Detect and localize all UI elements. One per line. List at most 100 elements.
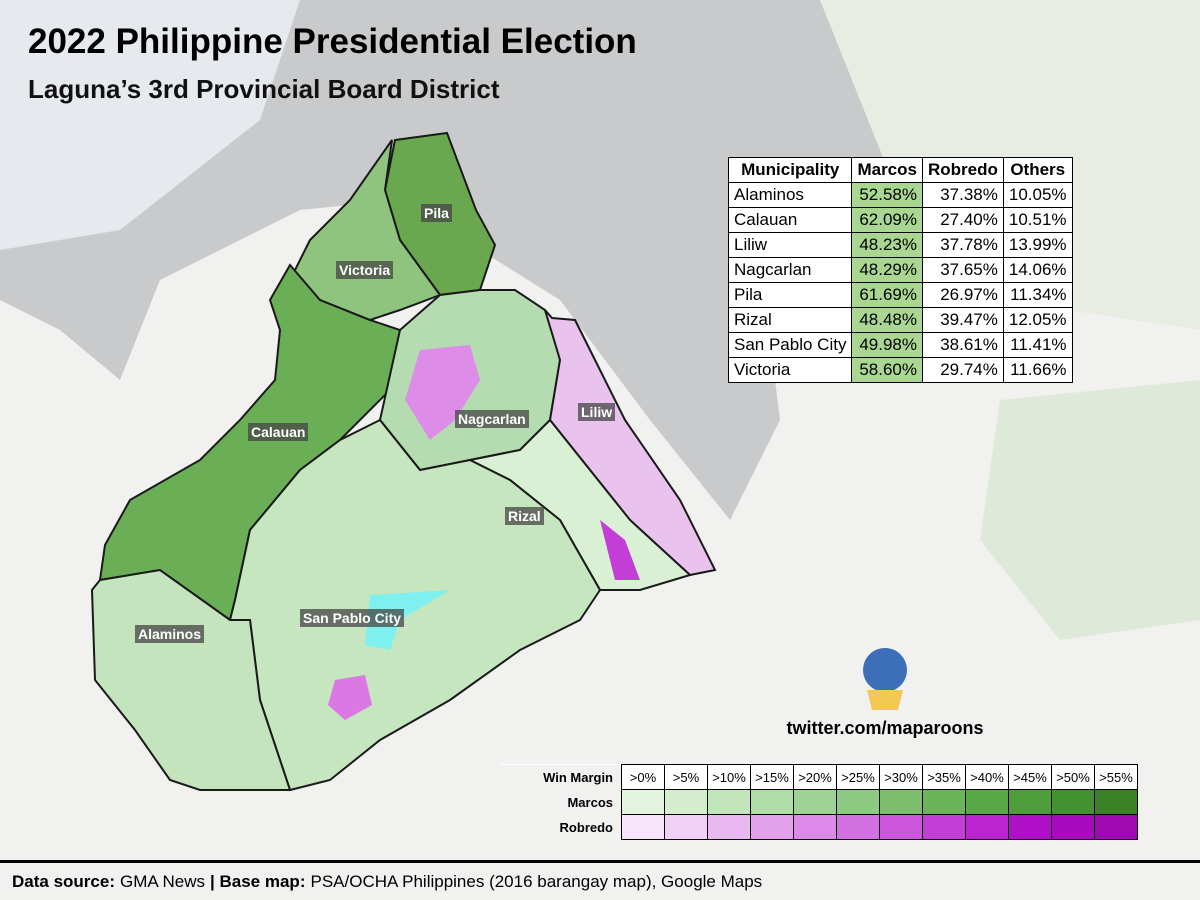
cell-value: 48.48% bbox=[851, 307, 923, 333]
pink-area bbox=[600, 520, 640, 580]
legend-bin: >35% bbox=[922, 764, 966, 790]
legend-table: Win Margin >0% >5% >10% >15% >20% >25% >30% >35%… bbox=[500, 764, 1138, 840]
header-row: Municipality Marcos Robredo Others bbox=[727, 157, 1073, 183]
legend: Win Margin >0% >5% >10% >15% >20% >25% >30% >35%… bbox=[500, 764, 1138, 840]
map-label: Calauan bbox=[248, 423, 309, 441]
map bbox=[0, 0, 1200, 792]
cell-value: 37.38% bbox=[921, 182, 1004, 208]
pink-area bbox=[328, 675, 372, 720]
cell-value: 37.78% bbox=[921, 232, 1004, 258]
legend-bin: >40% bbox=[965, 764, 1009, 790]
title: 2022 Philippine Presidential Election bbox=[28, 22, 637, 61]
legend-swatch bbox=[1008, 814, 1052, 840]
table-row: Victoria 58.60% 29.74% 11.66% bbox=[727, 357, 1073, 383]
cell-value: 12.05% bbox=[1002, 307, 1073, 333]
cell-value: 37.65% bbox=[921, 257, 1004, 283]
legend-name: Marcos bbox=[500, 789, 622, 815]
cell-value: 11.34% bbox=[1002, 282, 1073, 308]
legend-swatch bbox=[750, 814, 794, 840]
legend-swatch bbox=[707, 814, 751, 840]
cell-name: San Pablo City bbox=[727, 332, 853, 358]
legend-row: Marcos bbox=[500, 789, 1138, 815]
legend-header: Win Margin >0% >5% >10% >15% >20% >25% >30% >35%… bbox=[500, 764, 1138, 790]
legend-bin: >25% bbox=[836, 764, 880, 790]
map-label: Alaminos bbox=[135, 625, 205, 643]
table-row: Pila 61.69% 26.97% 11.34% bbox=[727, 282, 1073, 308]
lake bbox=[0, 0, 1000, 520]
column-header: Marcos bbox=[851, 157, 923, 183]
legend-swatch bbox=[793, 789, 837, 815]
legend-swatch bbox=[664, 814, 708, 840]
table-row: Nagcarlan 48.29% 37.65% 14.06% bbox=[727, 257, 1073, 283]
legend-swatch bbox=[621, 814, 665, 840]
cell-value: 49.98% bbox=[851, 332, 923, 358]
legend-swatch bbox=[621, 789, 665, 815]
map-label: Liliw bbox=[578, 403, 616, 421]
cell-value: 13.99% bbox=[1002, 232, 1073, 258]
cell-value: 61.69% bbox=[851, 282, 923, 308]
terrain bbox=[980, 380, 1200, 640]
legend-bin: >10% bbox=[707, 764, 751, 790]
cell-value: 39.47% bbox=[921, 307, 1004, 333]
legend-bin: >5% bbox=[664, 764, 708, 790]
legend-swatch bbox=[1094, 814, 1138, 840]
legend-bin: >20% bbox=[793, 764, 837, 790]
credit: twitter.com/maparoons bbox=[786, 718, 984, 738]
results-table: Municipality Marcos Robredo Others Alaminos 5… bbox=[727, 157, 1073, 383]
legend-swatch bbox=[1094, 789, 1138, 815]
cell-value: 14.06% bbox=[1002, 257, 1073, 283]
legend-swatch bbox=[836, 789, 880, 815]
footer-text: Data source: bbox=[12, 872, 115, 891]
legend-title: Win Margin bbox=[500, 764, 622, 790]
cell-value: 26.97% bbox=[921, 282, 1004, 308]
column-header: Others bbox=[1002, 157, 1073, 183]
map-label: Rizal bbox=[505, 507, 544, 525]
column-header: Robredo bbox=[921, 157, 1004, 183]
legend-swatch bbox=[879, 789, 923, 815]
cell-value: 11.66% bbox=[1002, 357, 1073, 383]
legend-bin: >15% bbox=[750, 764, 794, 790]
legend-swatch bbox=[836, 814, 880, 840]
pink-area bbox=[405, 345, 480, 440]
globe-icon bbox=[863, 648, 907, 692]
cell-value: 62.09% bbox=[851, 207, 923, 233]
cell-value: 58.60% bbox=[851, 357, 923, 383]
cell-name: Liliw bbox=[727, 232, 853, 258]
legend-row: Robredo bbox=[500, 814, 1138, 840]
footer-text: GMA News bbox=[119, 872, 206, 891]
legend-swatch bbox=[965, 814, 1009, 840]
column-header: Municipality bbox=[727, 157, 853, 183]
legend-swatch bbox=[1051, 814, 1095, 840]
legend-swatch bbox=[664, 789, 708, 815]
table-row: Rizal 48.48% 39.47% 12.05% bbox=[727, 307, 1073, 333]
cell-value: 11.41% bbox=[1002, 332, 1073, 358]
footer-rule bbox=[0, 860, 1200, 863]
municipalities bbox=[90, 131, 717, 792]
legend-bin: >30% bbox=[879, 764, 923, 790]
footer-text: | Base map: bbox=[210, 872, 306, 891]
cell-name: Rizal bbox=[727, 307, 853, 333]
cell-name: Calauan bbox=[727, 207, 853, 233]
legend-bin: >55% bbox=[1094, 764, 1138, 790]
legend-swatch bbox=[922, 814, 966, 840]
cell-value: 48.29% bbox=[851, 257, 923, 283]
map-label: Pila bbox=[421, 204, 452, 222]
cell-value: 38.61% bbox=[921, 332, 1004, 358]
cell-name: Pila bbox=[727, 282, 853, 308]
legend-swatch bbox=[879, 814, 923, 840]
legend-swatch bbox=[793, 814, 837, 840]
map-label: Nagcarlan bbox=[455, 410, 529, 428]
cell-value: 52.58% bbox=[851, 182, 923, 208]
cupcake-icon bbox=[867, 690, 903, 710]
legend-swatch bbox=[965, 789, 1009, 815]
legend-swatch bbox=[1051, 789, 1095, 815]
legend-swatch bbox=[750, 789, 794, 815]
water bbox=[0, 0, 300, 250]
subtitle: Laguna’s 3rd Provincial Board District bbox=[28, 74, 500, 104]
cell-value: 48.23% bbox=[851, 232, 923, 258]
cell-name: Victoria bbox=[727, 357, 853, 383]
legend-swatch bbox=[1008, 789, 1052, 815]
cell-value: 10.05% bbox=[1002, 182, 1073, 208]
cell-value: 27.40% bbox=[921, 207, 1004, 233]
